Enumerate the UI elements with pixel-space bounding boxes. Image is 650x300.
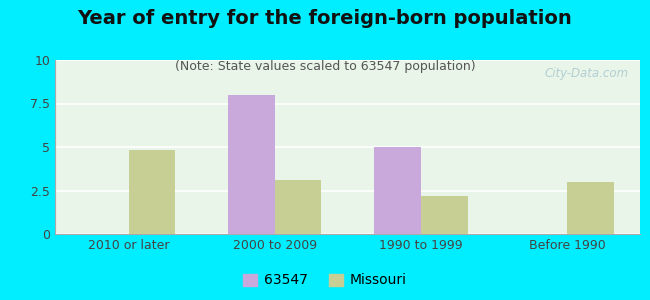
Bar xyxy=(228,95,275,234)
Text: (Note: State values scaled to 63547 population): (Note: State values scaled to 63547 popu… xyxy=(175,60,475,73)
Text: Year of entry for the foreign-born population: Year of entry for the foreign-born popul… xyxy=(77,9,573,28)
Legend: 63547, Missouri: 63547, Missouri xyxy=(238,268,412,293)
Bar xyxy=(421,196,467,234)
Text: City-Data.com: City-Data.com xyxy=(545,67,629,80)
Bar xyxy=(567,182,614,234)
Bar xyxy=(275,180,322,234)
Bar xyxy=(129,151,176,234)
Bar xyxy=(374,147,421,234)
